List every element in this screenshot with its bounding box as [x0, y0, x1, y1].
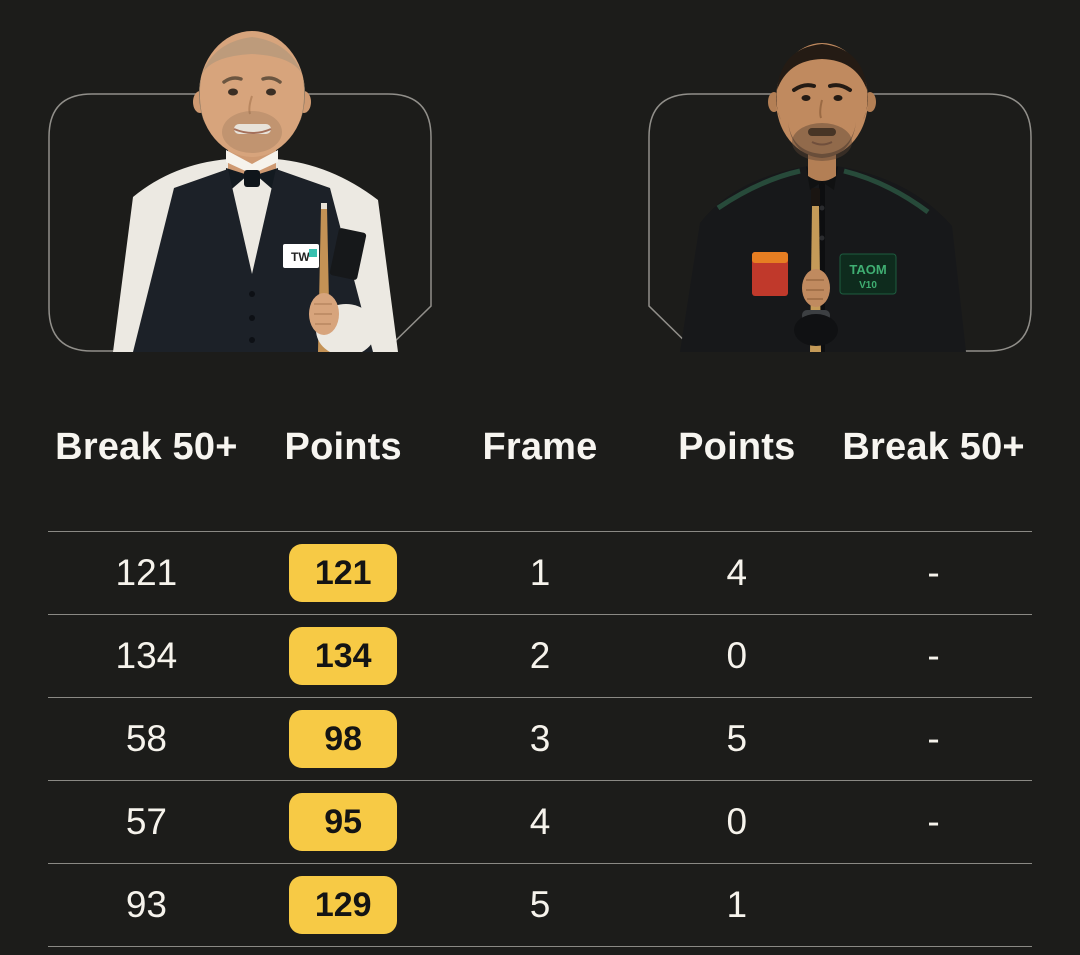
- cell-frame: 1: [529, 552, 551, 593]
- table-row: 121 121 1 4 -: [48, 531, 1032, 614]
- cell-break-right: -: [927, 635, 940, 676]
- col-header-points-right: Points: [678, 426, 796, 468]
- player-card-frame-left: [48, 93, 432, 352]
- col-header-frame: Frame: [482, 426, 598, 468]
- cell-break-left: 57: [125, 801, 167, 842]
- cell-break-left: 121: [115, 552, 178, 593]
- col-header-break-right: Break 50+: [842, 426, 1025, 468]
- cell-points-left: 98: [245, 710, 442, 768]
- col-header-break-left: Break 50+: [55, 426, 238, 468]
- points-badge: 98: [289, 710, 398, 768]
- frame-stats-table: Break 50+ Points Frame Points Break 50+ …: [48, 418, 1032, 947]
- table-row: 134 134 2 0 -: [48, 614, 1032, 697]
- cell-points-right: 0: [726, 801, 748, 842]
- cell-break-right: -: [927, 801, 940, 842]
- player-photo-right: TAOM V10: [680, 43, 966, 352]
- table-row: 58 98 3 5 -: [48, 697, 1032, 780]
- col-header-points-left: Points: [284, 426, 402, 468]
- sponsor-patch-tw: TW: [291, 250, 310, 264]
- points-badge: 121: [289, 544, 398, 602]
- player-photo-left: TW: [113, 31, 398, 352]
- cell-frame: 2: [529, 635, 551, 676]
- cell-break-left: 93: [125, 884, 167, 925]
- sponsor-patch-v10: V10: [859, 280, 877, 291]
- table-row: 57 95 4 0 -: [48, 780, 1032, 863]
- cell-frame: 4: [529, 801, 551, 842]
- player-card-frame-right: [648, 93, 1032, 352]
- cell-break-right: -: [927, 718, 940, 759]
- cell-points-left: 95: [245, 793, 442, 851]
- points-badge: 129: [289, 876, 398, 934]
- table-row: 93 129 5 1: [48, 863, 1032, 947]
- cell-points-right: 1: [726, 884, 748, 925]
- points-badge: 134: [289, 627, 398, 685]
- sponsor-patch-taom: TAOM: [849, 262, 886, 277]
- cell-points-left: 121: [245, 544, 442, 602]
- cell-points-right: 5: [726, 718, 748, 759]
- players-section: TW: [0, 0, 1080, 352]
- cell-frame: 5: [529, 884, 551, 925]
- cell-break-right: -: [927, 552, 940, 593]
- cell-points-right: 4: [726, 552, 748, 593]
- points-badge: 95: [289, 793, 398, 851]
- cell-points-left: 134: [245, 627, 442, 685]
- cell-points-left: 129: [245, 876, 442, 934]
- cell-points-right: 0: [726, 635, 748, 676]
- cell-break-left: 134: [115, 635, 178, 676]
- cell-break-left: 58: [125, 718, 167, 759]
- table-header-row: Break 50+ Points Frame Points Break 50+: [48, 418, 1032, 531]
- cell-frame: 3: [529, 718, 551, 759]
